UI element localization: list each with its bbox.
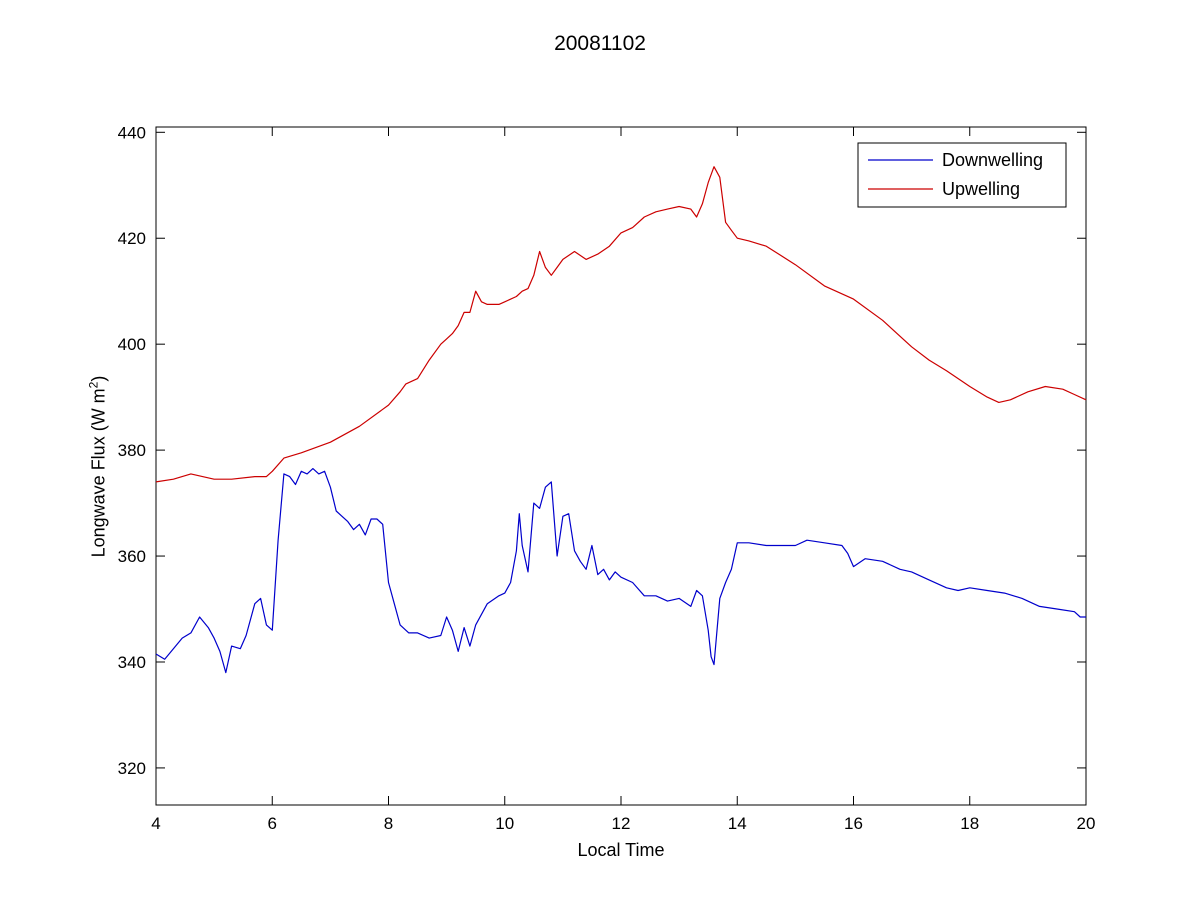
y-tick-label: 320 — [118, 759, 146, 778]
x-tick-label: 6 — [268, 814, 277, 833]
legend-label-downwelling: Downwelling — [942, 150, 1043, 170]
series-lines — [155, 166, 1087, 674]
x-tick-label: 20 — [1077, 814, 1096, 833]
y-tick-label: 440 — [118, 123, 146, 142]
legend: Downwelling Upwelling — [857, 142, 1067, 208]
y-tick-label: 340 — [118, 653, 146, 672]
y-tick-label: 360 — [118, 547, 146, 566]
y-tick-label: 420 — [118, 229, 146, 248]
plot-area — [155, 126, 1087, 806]
y-tick-label: 400 — [118, 335, 146, 354]
y-axis-label-end: ) — [88, 375, 109, 382]
x-tick-label: 8 — [384, 814, 393, 833]
y-tick-label: 380 — [118, 441, 146, 460]
x-tick-label: 14 — [728, 814, 747, 833]
y-axis-label: Longwave Flux (W m2) — [87, 317, 110, 617]
series-line-downwelling — [155, 468, 1086, 674]
series-line-upwelling — [155, 166, 1087, 483]
x-tick-label: 18 — [960, 814, 979, 833]
x-axis-label: Local Time — [577, 840, 665, 860]
y-axis-label-main: Longwave Flux (W m — [88, 388, 109, 558]
x-tick-label: 10 — [495, 814, 514, 833]
legend-box — [857, 142, 1067, 208]
axis-ticks: 4 6 8 10 12 14 16 18 20 320 340 360 380 400 420 440 — [118, 123, 1096, 833]
x-tick-label: 16 — [844, 814, 863, 833]
y-axis-label-superscript: 2 — [86, 381, 101, 389]
x-tick-label: 12 — [612, 814, 631, 833]
legend-label-upwelling: Upwelling — [942, 179, 1020, 199]
x-tick-label: 4 — [151, 814, 160, 833]
chart-title: 20081102 — [554, 32, 646, 55]
